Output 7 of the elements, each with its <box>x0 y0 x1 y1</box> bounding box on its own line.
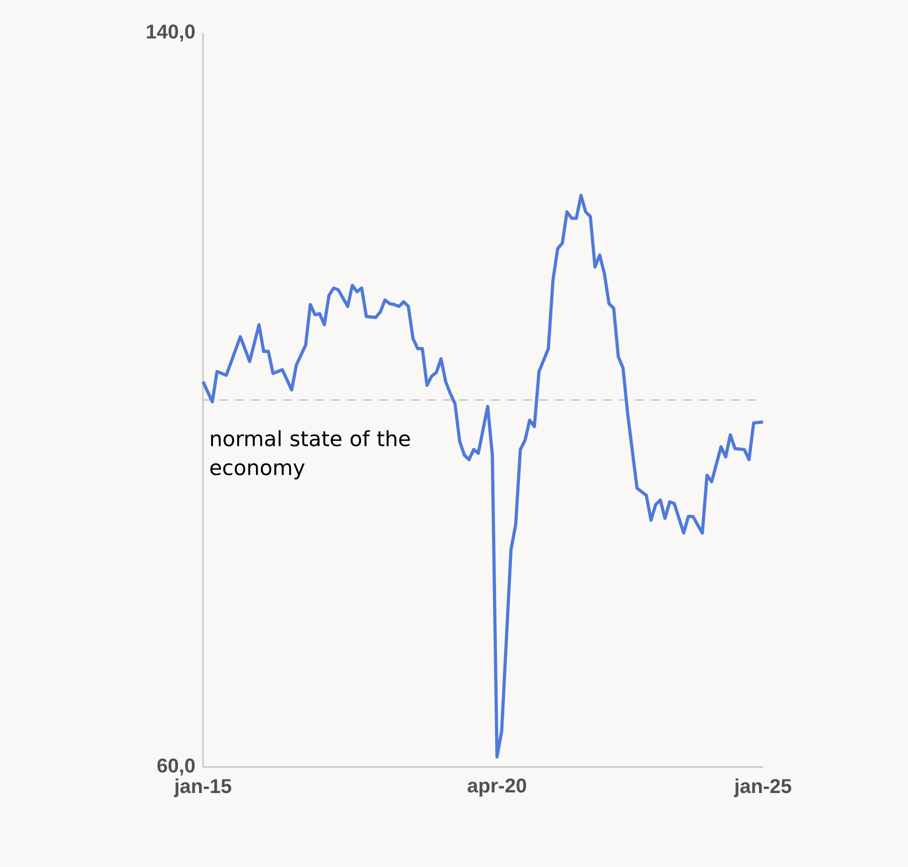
y-tick-label: 60,0 <box>157 758 195 776</box>
x-tick-label: jan-15 <box>174 778 232 798</box>
line-series <box>201 194 765 759</box>
y-tick-label: 140,0 <box>146 24 195 42</box>
x-tick-label: apr-20 <box>468 778 526 797</box>
x-tick-label: jan-25 <box>734 778 792 798</box>
ref-line-label: normal state of the economy <box>210 430 410 480</box>
